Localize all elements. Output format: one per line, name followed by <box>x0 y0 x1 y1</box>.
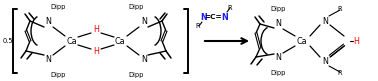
Text: Dipp: Dipp <box>128 72 144 78</box>
Text: N: N <box>222 12 228 21</box>
Text: N: N <box>45 55 51 64</box>
Text: N: N <box>201 12 208 21</box>
Text: N: N <box>322 17 328 26</box>
Text: H: H <box>93 26 99 35</box>
Text: N: N <box>275 20 281 29</box>
Text: N: N <box>141 17 147 26</box>
Text: H: H <box>353 37 359 46</box>
Text: R: R <box>338 6 342 12</box>
Text: =C=: =C= <box>204 14 222 20</box>
Text: R: R <box>228 5 232 11</box>
Text: N: N <box>141 55 147 64</box>
Text: Ca: Ca <box>115 37 125 46</box>
Text: Dipp: Dipp <box>270 70 286 76</box>
Text: Ca: Ca <box>67 37 77 46</box>
Text: Dipp: Dipp <box>270 6 286 12</box>
Text: N: N <box>322 57 328 66</box>
Text: R: R <box>196 23 200 29</box>
Text: N: N <box>45 17 51 26</box>
Text: H: H <box>93 47 99 57</box>
Text: R: R <box>338 70 342 76</box>
Text: Ca: Ca <box>297 37 307 46</box>
Text: 0.5: 0.5 <box>3 38 14 44</box>
Text: N: N <box>275 53 281 63</box>
Text: Dipp: Dipp <box>50 72 66 78</box>
Text: Dipp: Dipp <box>128 4 144 10</box>
Text: Dipp: Dipp <box>50 4 66 10</box>
